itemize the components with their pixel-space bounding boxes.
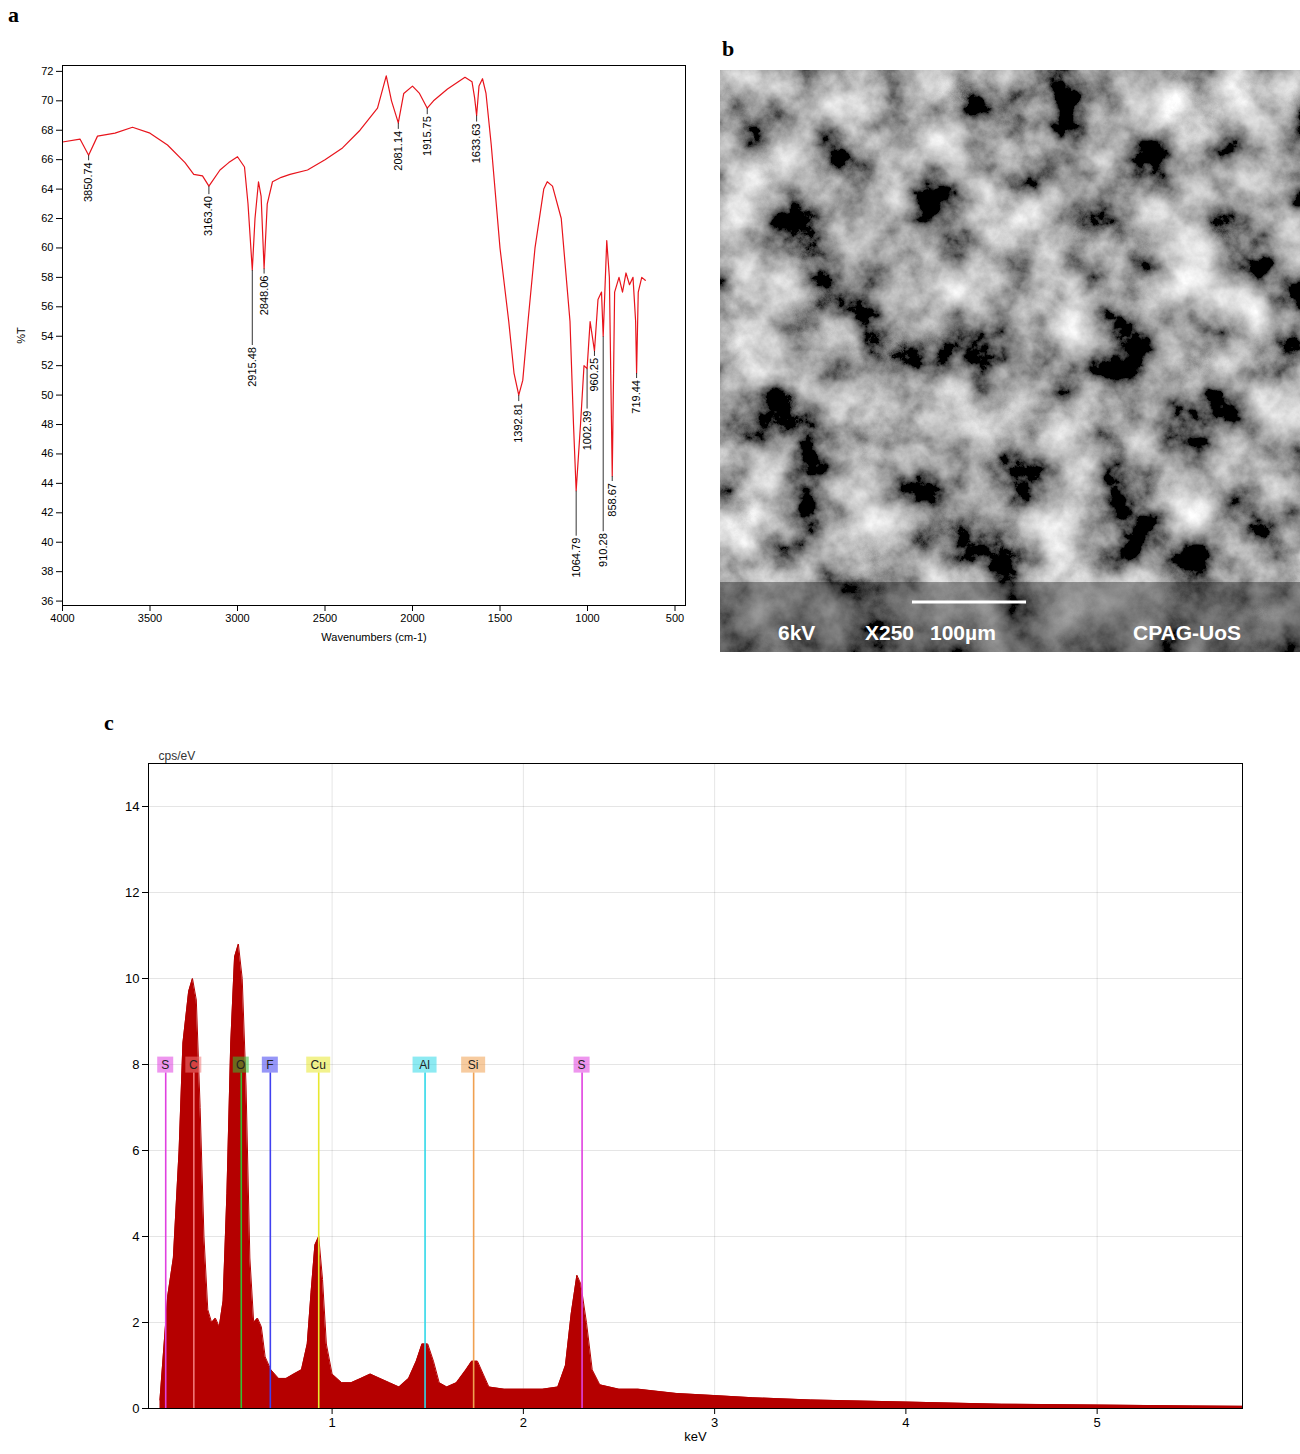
svg-text:Wavenumbers (cm-1): Wavenumbers (cm-1) (321, 631, 426, 643)
svg-text:42: 42 (41, 506, 53, 518)
svg-text:Si: Si (468, 1058, 479, 1072)
svg-text:910.28: 910.28 (597, 533, 609, 567)
svg-text:66: 66 (41, 153, 53, 165)
svg-text:X250: X250 (865, 621, 914, 644)
svg-text:72: 72 (41, 65, 53, 77)
svg-text:4: 4 (902, 1415, 909, 1430)
svg-text:46: 46 (41, 447, 53, 459)
svg-text:3000: 3000 (225, 612, 249, 624)
svg-text:3850.74: 3850.74 (82, 162, 94, 202)
svg-text:cps/eV: cps/eV (159, 749, 196, 763)
svg-text:38: 38 (41, 565, 53, 577)
svg-text:50: 50 (41, 389, 53, 401)
svg-text:1002.39: 1002.39 (581, 411, 593, 451)
svg-text:1: 1 (328, 1415, 335, 1430)
svg-text:2081.14: 2081.14 (392, 131, 404, 171)
svg-text:100µm: 100µm (930, 621, 996, 644)
svg-text:960.25: 960.25 (588, 358, 600, 392)
svg-text:1915.75: 1915.75 (421, 116, 433, 156)
svg-text:2000: 2000 (400, 612, 424, 624)
svg-text:CPAG-UoS: CPAG-UoS (1133, 621, 1241, 644)
svg-text:58: 58 (41, 271, 53, 283)
svg-text:%T: %T (15, 327, 27, 344)
html-text:b: b (722, 36, 735, 61)
svg-text:62: 62 (41, 212, 53, 224)
svg-text:1500: 1500 (488, 612, 512, 624)
svg-text:2: 2 (132, 1315, 139, 1330)
svg-text:F: F (266, 1058, 273, 1072)
svg-text:6: 6 (132, 1143, 139, 1158)
svg-text:858.67: 858.67 (606, 483, 618, 517)
html-text:a: a (8, 2, 19, 27)
svg-text:S: S (161, 1058, 169, 1072)
svg-text:2: 2 (520, 1415, 527, 1430)
svg-text:12: 12 (125, 885, 139, 900)
svg-text:S: S (578, 1058, 586, 1072)
svg-text:44: 44 (41, 477, 53, 489)
svg-text:52: 52 (41, 359, 53, 371)
svg-text:3163.40: 3163.40 (202, 196, 214, 236)
svg-text:54: 54 (41, 330, 53, 342)
svg-text:4000: 4000 (50, 612, 74, 624)
svg-text:5: 5 (1094, 1415, 1101, 1430)
svg-text:68: 68 (41, 124, 53, 136)
svg-text:1392.81: 1392.81 (512, 403, 524, 443)
svg-text:56: 56 (41, 300, 53, 312)
svg-text:719.44: 719.44 (630, 380, 642, 414)
svg-text:64: 64 (41, 183, 53, 195)
svg-text:40: 40 (41, 536, 53, 548)
svg-text:6kV: 6kV (778, 621, 815, 644)
svg-text:14: 14 (125, 799, 139, 814)
svg-text:36: 36 (41, 595, 53, 607)
svg-text:500: 500 (666, 612, 684, 624)
html-text:c: c (104, 710, 114, 735)
svg-text:0: 0 (132, 1401, 139, 1416)
svg-text:keV: keV (684, 1429, 707, 1444)
svg-text:2500: 2500 (313, 612, 337, 624)
svg-text:70: 70 (41, 94, 53, 106)
svg-text:3500: 3500 (138, 612, 162, 624)
svg-text:2915.48: 2915.48 (246, 347, 258, 387)
svg-text:1000: 1000 (575, 612, 599, 624)
svg-text:O: O (236, 1058, 245, 1072)
svg-text:3: 3 (711, 1415, 718, 1430)
svg-text:4: 4 (132, 1229, 139, 1244)
svg-text:C: C (189, 1058, 198, 1072)
svg-text:2848.06: 2848.06 (258, 276, 270, 316)
svg-text:1633.63: 1633.63 (470, 124, 482, 164)
svg-text:Al: Al (419, 1058, 430, 1072)
svg-text:1064.79: 1064.79 (570, 538, 582, 578)
svg-text:8: 8 (132, 1057, 139, 1072)
svg-text:Cu: Cu (311, 1058, 326, 1072)
svg-text:10: 10 (125, 971, 139, 986)
svg-text:60: 60 (41, 241, 53, 253)
svg-text:48: 48 (41, 418, 53, 430)
